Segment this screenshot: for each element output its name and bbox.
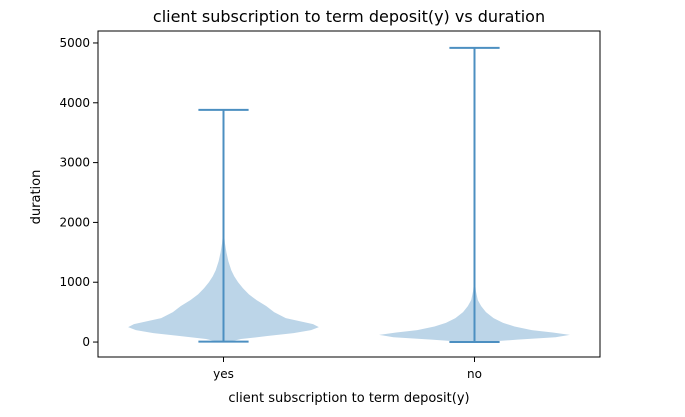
violins-layer [128,46,570,344]
plot-frame [97,30,601,358]
x-axis-label: client subscription to term deposit(y) [228,391,469,406]
y-tick-label: 2000 [59,215,90,229]
y-tick-label: 3000 [59,156,90,170]
chart-title: client subscription to term deposit(y) v… [153,7,545,26]
y-axis-label: duration [29,170,44,225]
violin-no [379,46,570,344]
y-tick-label: 4000 [59,96,90,110]
violin-yes [128,108,319,343]
y-tick-label: 0 [82,335,90,349]
x-tick-label-yes: yes [213,367,234,381]
y-tick-label: 1000 [59,275,90,289]
x-tick-label-no: no [467,367,482,381]
y-tick-label: 5000 [59,36,90,50]
axes-layer: 0 1000 2000 3000 4000 5000 yes no [59,30,601,381]
